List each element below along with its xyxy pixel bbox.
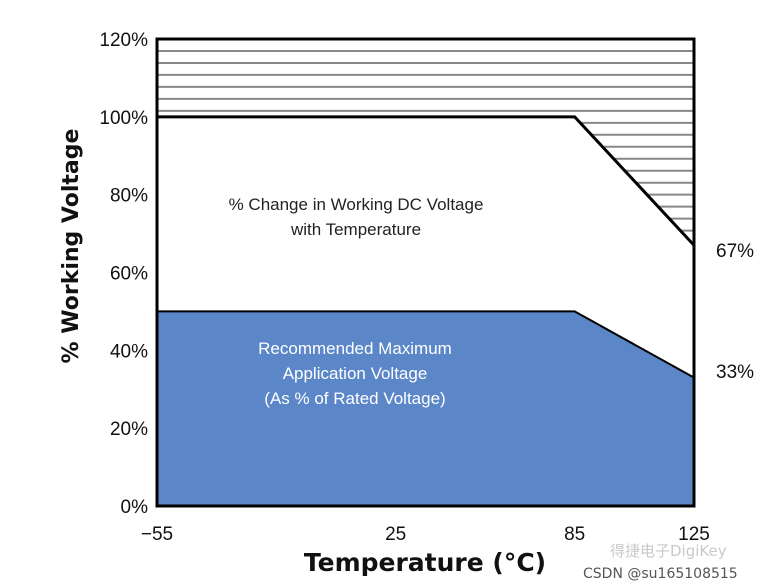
- y-tick-label: 100%: [99, 108, 148, 129]
- watermark-source: CSDN @su165108515: [583, 566, 738, 582]
- y-tick-label: 0%: [121, 497, 149, 518]
- end-label-67: 67%: [716, 241, 754, 262]
- end-label-33: 33%: [716, 362, 754, 383]
- x-tick-label: 25: [385, 524, 406, 545]
- annotation-recommended-line2: Application Voltage: [283, 364, 428, 383]
- x-axis-ticks: −55 25 85 125: [141, 524, 710, 545]
- x-axis-label: Temperature (°C): [304, 548, 546, 577]
- working-voltage-line: [157, 115, 696, 247]
- y-tick-label: 60%: [110, 264, 148, 285]
- x-tick-label: 125: [678, 524, 710, 545]
- x-tick-label: −55: [141, 524, 173, 545]
- annotation-recommended-line3: (As % of Rated Voltage): [264, 389, 445, 408]
- y-axis-ticks: 0% 20% 40% 60% 80% 100% 120%: [99, 30, 148, 518]
- annotation-recommended-line1: Recommended Maximum: [258, 339, 452, 358]
- y-tick-label: 120%: [99, 30, 148, 51]
- y-tick-label: 80%: [110, 186, 148, 207]
- y-tick-label: 40%: [110, 341, 148, 362]
- y-tick-label: 20%: [110, 419, 148, 440]
- annotation-working-voltage-line1: % Change in Working DC Voltage: [229, 195, 484, 214]
- annotation-working-voltage-line2: with Temperature: [290, 220, 421, 239]
- y-axis-label: % Working Voltage: [59, 129, 84, 364]
- x-tick-label: 85: [564, 524, 585, 545]
- plot-frame: [155, 37, 696, 508]
- watermark-brand: 得捷电子DigiKey: [610, 542, 727, 560]
